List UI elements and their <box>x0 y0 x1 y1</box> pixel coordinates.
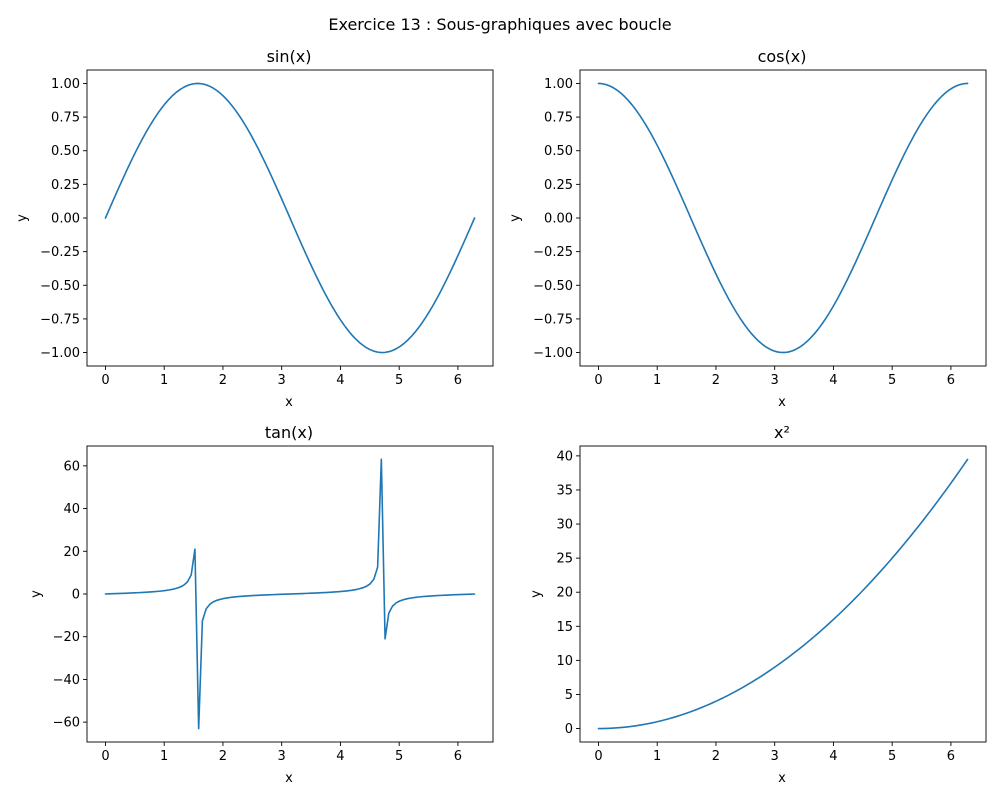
x-tick-label: 5 <box>395 373 403 388</box>
y-tick-label: −40 <box>53 673 80 688</box>
subplot-title: cos(x) <box>758 47 807 66</box>
y-tick-label: 0.75 <box>544 111 573 126</box>
y-tick-label: 5 <box>565 688 573 703</box>
x-tick-label: 1 <box>653 373 661 388</box>
y-tick-label: −20 <box>53 630 80 645</box>
x-tick-label: 5 <box>395 749 403 764</box>
x-tick-label: 1 <box>160 373 168 388</box>
x-axis-label: x <box>285 395 293 410</box>
x-tick-label: 4 <box>829 373 837 388</box>
x-tick-label: 2 <box>219 373 227 388</box>
x-tick-label: 5 <box>888 749 896 764</box>
y-tick-label: 20 <box>556 586 573 601</box>
x-tick-label: 4 <box>336 373 344 388</box>
y-tick-label: 60 <box>63 459 80 474</box>
y-tick-label: 35 <box>556 483 573 498</box>
y-tick-label: 1.00 <box>51 77 80 92</box>
x-axis-label: x <box>778 771 786 786</box>
y-tick-label: 0.75 <box>51 111 80 126</box>
y-axis-label: y <box>15 214 30 222</box>
x-tick-label: 1 <box>160 749 168 764</box>
x-tick-label: 4 <box>829 749 837 764</box>
subplot-tan: tan(x) x y 0 1 2 3 4 5 6 −60 −40 −20 0 20 40 60 <box>29 423 494 786</box>
series-line <box>104 458 476 730</box>
y-tick-label: −1.00 <box>533 346 573 361</box>
y-tick-label: −0.75 <box>533 312 573 327</box>
x-tick-label: 2 <box>219 749 227 764</box>
y-tick-label: 20 <box>63 545 80 560</box>
y-tick-label: 25 <box>556 552 573 567</box>
y-tick-label: 0.00 <box>544 212 573 227</box>
subplot-sin: sin(x) x y 0 1 2 3 4 5 6 −1.00 −0.75 −0.50 −0.25 0.… <box>15 47 494 410</box>
y-axis-label: y <box>529 590 544 598</box>
y-axis-label: y <box>508 214 523 222</box>
y-tick-label: −60 <box>53 716 80 731</box>
subplot-title: sin(x) <box>267 47 312 66</box>
axes-frame <box>579 69 987 367</box>
y-tick-label: 10 <box>556 654 573 669</box>
y-tick-label: −1.00 <box>40 346 80 361</box>
x-tick-label: 0 <box>101 749 109 764</box>
y-tick-label: 0.50 <box>544 144 573 159</box>
x-tick-label: 2 <box>712 749 720 764</box>
y-tick-label: 40 <box>63 502 80 517</box>
y-tick-label: 0.25 <box>544 178 573 193</box>
x-tick-label: 6 <box>947 373 955 388</box>
y-tick-label: 0.50 <box>51 144 80 159</box>
subplot-cos: cos(x) x y 0 1 2 3 4 5 6 −1.00 −0.75 −0.50 −0.25 0.… <box>508 47 987 410</box>
x-axis-label: x <box>778 395 786 410</box>
y-tick-label: 0.25 <box>51 178 80 193</box>
y-tick-label: −0.75 <box>40 312 80 327</box>
y-tick-label: 30 <box>556 518 573 533</box>
y-tick-label: 0 <box>72 588 80 603</box>
subplot-square: x² x y 0 1 2 3 4 5 6 0 5 10 15 20 25 30 35 40 <box>529 423 987 786</box>
x-tick-label: 5 <box>888 373 896 388</box>
x-axis-label: x <box>285 771 293 786</box>
figure-suptitle: Exercice 13 : Sous-graphiques avec boucl… <box>328 15 671 34</box>
y-tick-label: 15 <box>556 620 573 635</box>
x-tick-label: 2 <box>712 373 720 388</box>
x-tick-label: 6 <box>454 373 462 388</box>
x-tick-label: 4 <box>336 749 344 764</box>
x-tick-label: 3 <box>771 749 779 764</box>
y-tick-label: −0.50 <box>40 279 80 294</box>
y-tick-label: 0.00 <box>51 212 80 227</box>
subplot-title: tan(x) <box>265 423 313 442</box>
y-tick-label: −0.50 <box>533 279 573 294</box>
x-tick-label: 0 <box>594 373 602 388</box>
y-tick-label: −0.25 <box>40 245 80 260</box>
y-axis-label: y <box>29 590 44 598</box>
x-tick-label: 3 <box>771 373 779 388</box>
axes-frame <box>579 445 987 743</box>
x-tick-label: 3 <box>278 373 286 388</box>
x-tick-label: 6 <box>947 749 955 764</box>
series-line <box>597 458 969 730</box>
x-tick-label: 3 <box>278 749 286 764</box>
y-tick-label: 0 <box>565 722 573 737</box>
x-tick-label: 0 <box>594 749 602 764</box>
y-tick-label: −0.25 <box>533 245 573 260</box>
subplot-title: x² <box>774 423 790 442</box>
y-tick-label: 1.00 <box>544 77 573 92</box>
series-line <box>104 82 476 354</box>
y-tick-label: 40 <box>556 449 573 464</box>
x-tick-label: 0 <box>101 373 109 388</box>
series-line <box>597 82 969 354</box>
x-tick-label: 1 <box>653 749 661 764</box>
x-tick-label: 6 <box>454 749 462 764</box>
